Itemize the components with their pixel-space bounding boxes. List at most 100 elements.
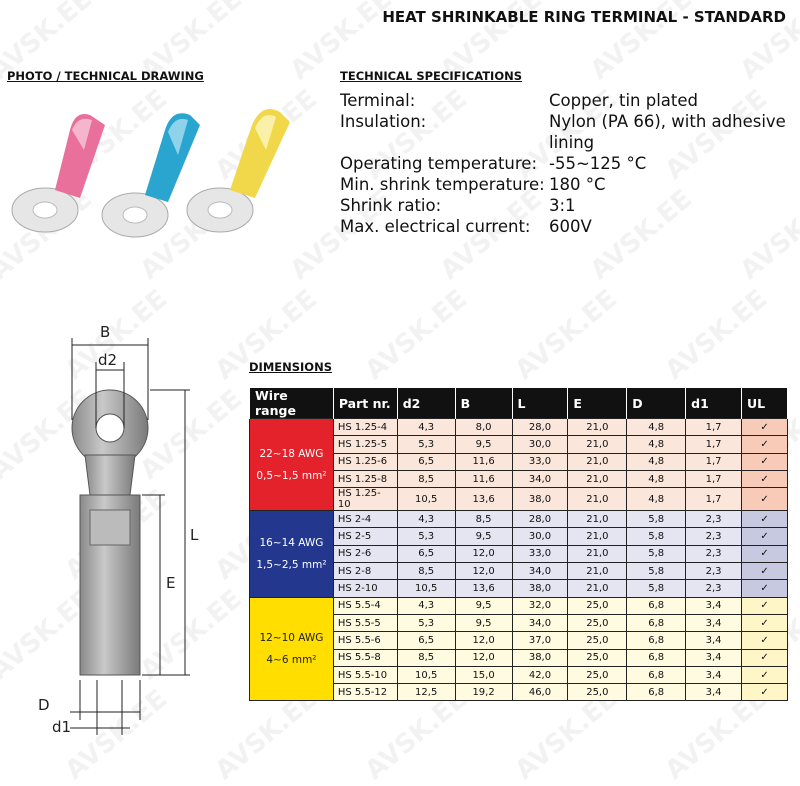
part-number-cell: HS 2-5	[332, 527, 398, 546]
ul-check-cell: ✓	[741, 469, 788, 489]
value-cell: 38,0	[511, 487, 569, 512]
value-cell: 21,0	[567, 562, 628, 581]
table-row: HS 2-10 10,5 13,6 38,0 21,0 5,8 2,3 ✓	[250, 579, 788, 598]
dim-label-d: D	[38, 696, 50, 714]
value-cell: 3,4	[685, 596, 743, 615]
value-cell: 33,0	[511, 452, 569, 471]
value-cell: 5,3	[396, 435, 456, 454]
column-header: d1	[685, 387, 743, 419]
blue-terminal	[101, 113, 200, 238]
spec-row: Operating temperature: -55~125 °C	[340, 153, 799, 174]
watermark-text: AVSK.EE	[359, 284, 474, 386]
dim-label-l: L	[190, 526, 199, 544]
table-row: HS 1.25-6 6,5 11,6 33,0 21,0 4,8 1,7 ✓	[250, 452, 788, 471]
value-cell: 13,6	[454, 487, 513, 512]
value-cell: 21,0	[567, 579, 628, 598]
value-cell: 5,8	[626, 562, 687, 581]
value-cell: 4,3	[396, 510, 456, 529]
value-cell: 46,0	[511, 683, 569, 702]
table-row: HS 5.5-8 8,5 12,0 38,0 25,0 6,8 3,4 ✓	[250, 648, 788, 667]
ul-check-cell: ✓	[741, 510, 788, 529]
dim-label-d2: d2	[98, 351, 117, 369]
value-cell: 10,5	[396, 665, 456, 685]
yellow-terminal	[186, 108, 290, 233]
value-cell: 33,0	[511, 544, 569, 564]
value-cell: 21,0	[567, 452, 628, 471]
value-cell: 21,0	[567, 435, 628, 454]
value-cell: 12,0	[454, 648, 513, 667]
value-cell: 12,0	[454, 562, 513, 581]
part-number-cell: HS 1.25-10	[332, 487, 398, 512]
value-cell: 9,5	[454, 596, 513, 615]
spec-row: Max. electrical current: 600V	[340, 216, 799, 237]
value-cell: 5,8	[626, 510, 687, 529]
spec-label: Insulation:	[340, 112, 427, 131]
value-cell: 12,0	[454, 631, 513, 650]
part-number-cell: HS 5.5-5	[332, 613, 398, 633]
ul-check-cell: ✓	[741, 562, 788, 581]
value-cell: 2,3	[685, 579, 743, 598]
value-cell: 8,5	[454, 510, 513, 529]
spec-label: Operating temperature:	[340, 154, 538, 173]
dimensions-heading: DIMENSIONS	[249, 360, 332, 374]
value-cell: 5,8	[626, 544, 687, 564]
column-header: L	[511, 387, 569, 419]
ul-check-cell: ✓	[741, 579, 788, 598]
value-cell: 34,0	[511, 562, 569, 581]
spec-label: Terminal:	[340, 91, 416, 110]
value-cell: 2,3	[685, 527, 743, 546]
value-cell: 1,7	[685, 469, 743, 489]
spec-label: Max. electrical current:	[340, 217, 531, 236]
value-cell: 34,0	[511, 613, 569, 633]
value-cell: 25,0	[567, 596, 628, 615]
value-cell: 3,4	[685, 631, 743, 650]
table-row: 16~14 AWG 1,5~2,5 mm² HS 2-4 4,3 8,5 28,0 21,0…	[249, 510, 788, 598]
table-row: HS 1.25-10 10,5 13,6 38,0 21,0 4,8 1,7 ✓	[250, 487, 788, 512]
value-cell: 13,6	[454, 579, 513, 598]
value-cell: 1,7	[685, 435, 743, 454]
watermark-text: AVSK.EE	[509, 284, 624, 386]
part-number-cell: HS 5.5-4	[332, 596, 398, 615]
value-cell: 6,5	[396, 452, 456, 471]
spec-value: Copper, tin plated	[549, 91, 699, 110]
value-cell: 34,0	[511, 469, 569, 489]
value-cell: 21,0	[567, 469, 628, 489]
value-cell: 25,0	[567, 665, 628, 685]
spec-value: 600V	[549, 217, 592, 236]
value-cell: 12,0	[454, 544, 513, 564]
ul-check-cell: ✓	[741, 527, 788, 546]
specs-heading: TECHNICAL SPECIFICATIONS	[340, 69, 523, 83]
value-cell: 8,0	[454, 417, 513, 437]
value-cell: 28,0	[511, 510, 569, 529]
spec-value: -55~125 °C	[549, 154, 647, 173]
value-cell: 42,0	[511, 665, 569, 685]
table-row: 22~18 AWG 0,5~1,5 mm² HS 1.25-4 4,3 8,0 28,0 2…	[249, 417, 788, 512]
part-number-cell: HS 2-4	[332, 510, 398, 529]
value-cell: 3,4	[685, 613, 743, 633]
value-cell: 5,8	[626, 579, 687, 598]
spec-row: Insulation: Nylon (PA 66), with adhesive …	[340, 111, 799, 153]
value-cell: 4,3	[396, 417, 456, 437]
value-cell: 3,4	[685, 683, 743, 702]
value-cell: 21,0	[567, 487, 628, 512]
part-number-cell: HS 2-8	[332, 562, 398, 581]
column-header: B	[454, 387, 513, 419]
value-cell: 11,6	[454, 452, 513, 471]
value-cell: 11,6	[454, 469, 513, 489]
ul-check-cell: ✓	[741, 417, 788, 437]
part-number-cell: HS 5.5-6	[332, 631, 398, 650]
ul-check-cell: ✓	[741, 665, 788, 685]
part-number-cell: HS 5.5-10	[332, 665, 398, 685]
value-cell: 28,0	[511, 417, 569, 437]
value-cell: 37,0	[511, 631, 569, 650]
table-row: HS 2-5 5,3 9,5 30,0 21,0 5,8 2,3 ✓	[250, 527, 788, 546]
value-cell: 5,3	[396, 527, 456, 546]
value-cell: 32,0	[511, 596, 569, 615]
ul-check-cell: ✓	[741, 452, 788, 471]
product-photo	[11, 108, 290, 238]
column-header: Part nr.	[332, 387, 398, 419]
dim-label-b: B	[100, 323, 110, 341]
pink-terminal	[11, 114, 105, 233]
value-cell: 25,0	[567, 631, 628, 650]
